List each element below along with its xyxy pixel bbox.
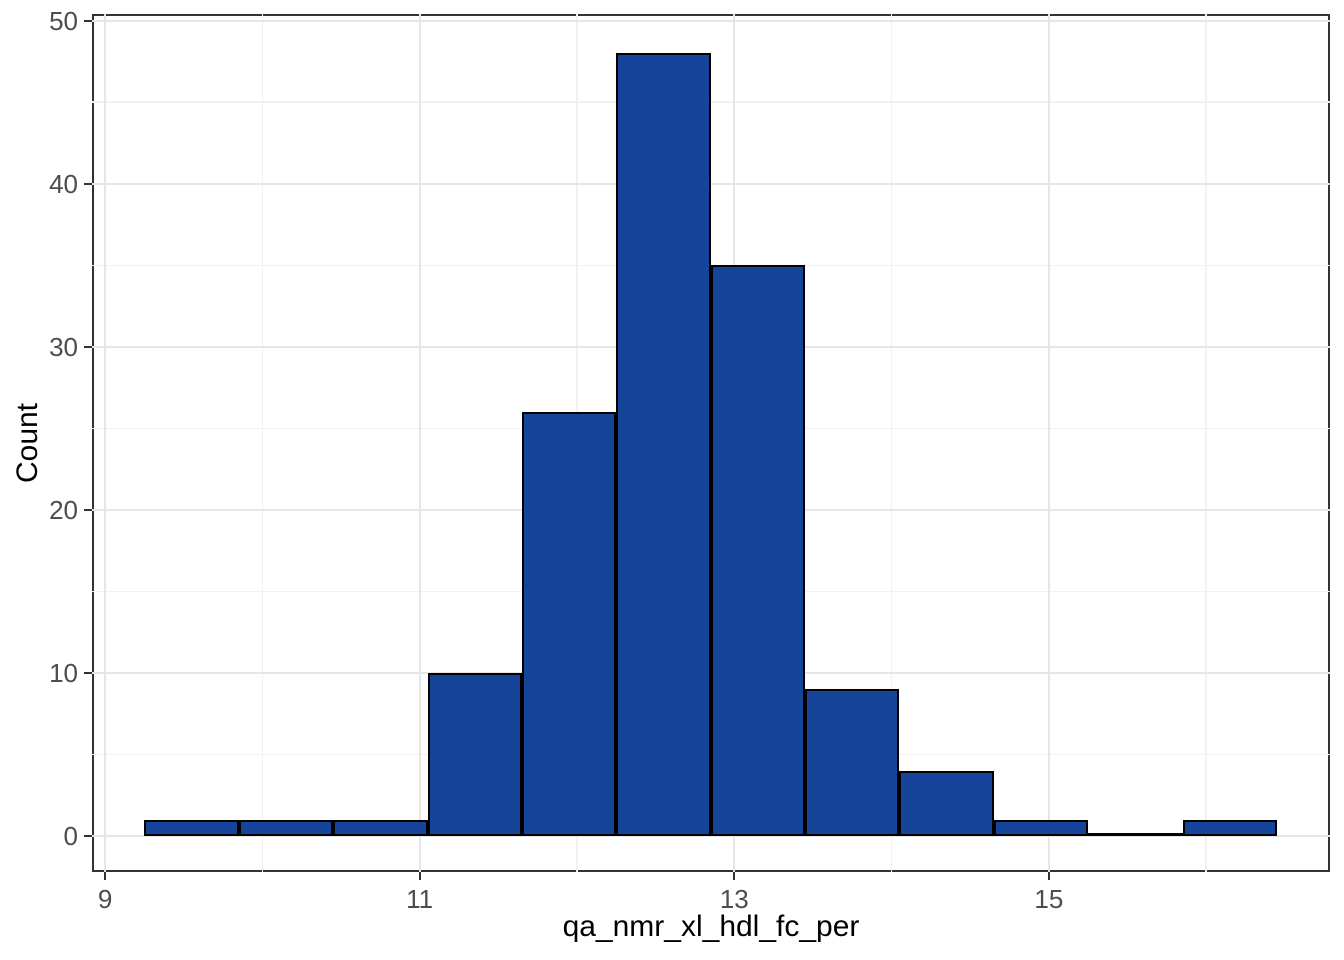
y-gridline-minor — [92, 101, 1330, 103]
x-gridline-major — [1047, 14, 1050, 872]
x-tick-label: 15 — [1034, 884, 1064, 914]
y-axis-title: Count — [11, 402, 44, 484]
y-tick-label: 30 — [49, 331, 78, 362]
y-tick-label: 40 — [49, 168, 78, 199]
y-tick-label: 50 — [49, 5, 78, 36]
y-tick — [84, 508, 92, 511]
histogram-bar — [144, 819, 239, 836]
y-tick — [84, 19, 92, 22]
histogram-bar — [427, 672, 522, 836]
y-gridline-major — [92, 834, 1330, 837]
x-tick-label: 13 — [719, 884, 749, 914]
x-tick — [418, 872, 421, 880]
x-gridline-major — [418, 14, 421, 872]
x-tick — [1047, 872, 1050, 880]
x-tick — [733, 872, 736, 880]
x-axis-title: qa_nmr_xl_hdl_fc_per — [562, 910, 860, 943]
histogram-bar — [899, 770, 994, 836]
y-tick — [84, 182, 92, 185]
x-tick — [104, 872, 107, 880]
x-tick-label: 9 — [97, 884, 113, 914]
histogram-bar — [616, 53, 711, 836]
histogram-bar — [521, 412, 617, 836]
x-gridline-minor — [890, 14, 893, 872]
histogram-bar — [238, 819, 334, 836]
y-gridline-major — [92, 19, 1330, 22]
y-tick-label: 20 — [49, 494, 78, 525]
y-tick — [84, 834, 92, 837]
y-tick — [84, 671, 92, 674]
y-tick — [84, 345, 92, 348]
histogram-bar — [333, 819, 428, 836]
x-gridline-major — [104, 14, 107, 872]
y-gridline-major — [92, 182, 1330, 185]
histogram-bar — [805, 689, 900, 836]
histogram-bar — [993, 819, 1089, 836]
x-tick-label: 11 — [406, 884, 434, 914]
x-gridline-minor — [261, 14, 264, 872]
histogram-bar — [1182, 819, 1277, 836]
y-tick-label: 0 — [63, 820, 78, 851]
y-tick-label: 10 — [49, 657, 78, 688]
histogram-bar — [710, 265, 806, 836]
x-gridline-minor — [1205, 14, 1207, 872]
histogram-bar-zero — [1088, 832, 1183, 836]
